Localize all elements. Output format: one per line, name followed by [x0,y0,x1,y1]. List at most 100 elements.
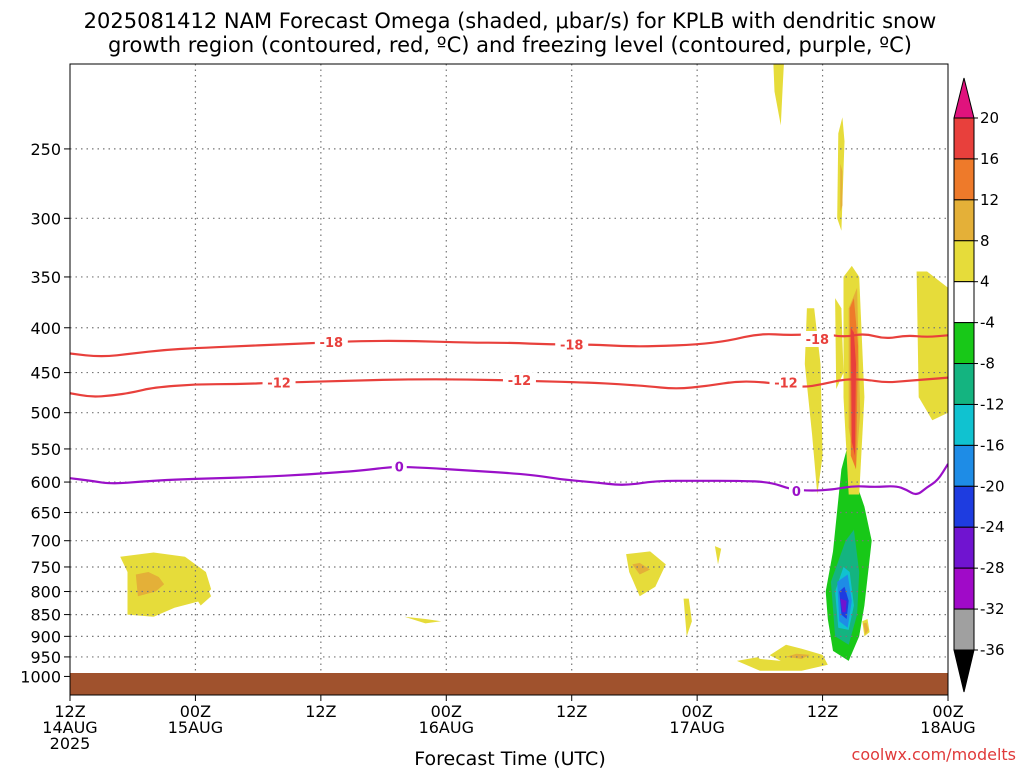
x-axis-label: Forecast Time (UTC) [414,748,605,768]
colorbar-box--20 [953,444,975,487]
omega-region-30 [840,163,843,212]
y-tick-label-500: 500 [30,404,61,423]
y-tick-label-450: 450 [30,364,61,383]
colorbar-label-2: 12 [980,191,999,209]
omega-region-11 [786,653,810,659]
y-tick-label-600: 600 [30,473,61,492]
x-tick-label-84-0: 00Z [932,702,963,721]
y-tick-label-800: 800 [30,583,61,602]
y-tick-label-650: 650 [30,504,61,523]
omega-region-6 [626,551,666,597]
omega-region-0 [120,552,212,617]
x-tick-label-72-0: 12Z [807,702,838,721]
omega-region-21 [840,598,847,613]
y-tick-label-400: 400 [30,319,61,338]
x-tick-label-12-0: 00Z [180,702,211,721]
omega-region-23 [804,308,823,495]
omega-region-7 [632,562,651,575]
contour-label-0-2: -18 [806,333,830,348]
omega-region-4 [70,646,79,657]
y-tick-label-550: 550 [30,440,61,459]
colorbar-label-13: -36 [980,641,1005,659]
omega-region-1 [135,572,165,597]
colorbar-label-3: 8 [980,232,990,250]
omega-region-32 [773,64,784,126]
y-tick-label-850: 850 [30,606,61,625]
omega-region-14 [945,614,948,661]
contour-label-1-2: -12 [774,377,798,392]
colorbar-box--8 [953,322,975,365]
omega-region-8 [683,598,692,637]
colorbar-box--32 [953,567,975,610]
x-tick-label-24-0: 12Z [305,702,336,721]
x-tick-label-0-2: 2025 [50,734,91,753]
colorbar-box-4 [953,240,975,283]
contour-label-2-1: 0 [792,485,801,500]
colorbar-box--28 [953,526,975,569]
credit-text: coolwx.com/modelts [852,745,1016,764]
y-tick-label-750: 750 [30,558,61,577]
omega-shading [70,64,948,673]
colorbar-box-12 [953,158,975,201]
colorbar-box--16 [953,403,975,446]
contour-label-2-0: 0 [395,461,404,476]
colorbar-label-9: -20 [980,477,1005,495]
ground-below-surface [70,673,948,695]
contour-label-0-0: -18 [320,336,344,351]
omega-region-33 [916,271,948,421]
x-tick-label-60-0: 00Z [681,702,712,721]
contour-label-1-0: -12 [267,377,291,392]
contour-line-2 [70,463,948,496]
contour-label-bg [788,482,804,499]
omega-region-31 [846,205,848,219]
y-axis: 250 300 350 400 450 500 550 600 650 700 750 800 850 9… [20,140,70,686]
colorbar-label-5: -4 [980,314,995,332]
x-tick-label-0-1: 14AUG [42,718,97,737]
x-tick-label-0-0: 12Z [54,702,85,721]
omega-region-9 [714,546,722,565]
x-tick-label-12-1: 15AUG [168,718,223,737]
colorbar-box-16 [953,117,975,160]
colorbar-box--24 [953,485,975,528]
contour-label-bg [262,374,296,391]
contour-label-bg [314,333,348,350]
chart-title-line-2: growth region (contoured, red, ºC) and f… [108,33,912,57]
contour-label-0-1: -18 [560,339,584,354]
colorbar-box--4 [953,281,975,324]
omega-region-13 [736,632,781,661]
y-tick-label-700: 700 [30,532,61,551]
y-tick-label-350: 350 [30,268,61,287]
omega-region-15 [890,500,909,541]
y-tick-label-900: 900 [30,627,61,646]
y-tick-label-950: 950 [30,648,61,667]
omega-region-35 [863,622,869,635]
contour-label-bg [800,331,834,348]
colorbar-label-12: -32 [980,600,1005,618]
y-tick-label-300: 300 [30,209,61,228]
colorbar-box--36 [953,608,975,651]
colorbar-label-8: -16 [980,436,1005,454]
colorbar-label-6: -8 [980,355,995,373]
plot-area: -18 -18 -18 -12 -12 -12 0 0 [70,64,948,695]
colorbar-top-cap [953,77,975,119]
colorbar-label-0: 20 [980,109,999,127]
colorbar-label-7: -12 [980,395,1005,413]
omega-region-28 [850,327,856,456]
contour-label-bg [769,374,803,391]
x-tick-label-36-1: 16AUG [419,718,474,737]
colorbar-label-1: 16 [980,150,999,168]
plot-frame [69,63,949,696]
colorbar-label-11: -28 [980,559,1005,577]
contour-label-bg [502,372,536,389]
contour-label-1-1: -12 [508,374,532,389]
omega-region-2 [190,584,212,606]
chart-title-line-1: 2025081412 NAM Forecast Omega (shaded, μ… [84,9,937,33]
colorbar-label-10: -24 [980,518,1005,536]
y-tick-label-1000: 1000 [20,667,61,686]
omega-region-24 [835,298,844,390]
x-tick-label-84-1: 18AUG [920,718,975,737]
omega-region-10 [736,644,828,671]
omega-region-5 [404,616,442,624]
